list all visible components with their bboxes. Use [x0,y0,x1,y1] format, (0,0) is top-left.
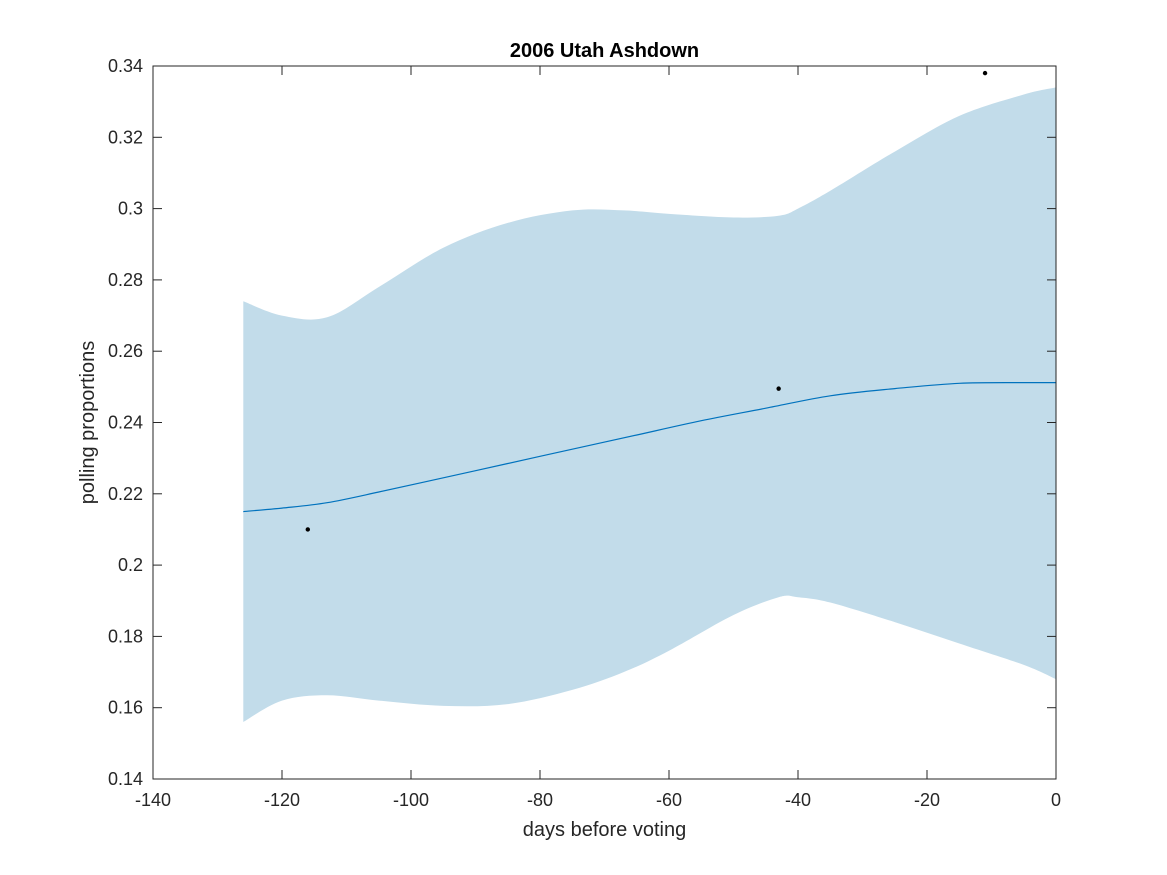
fit-line-0 [243,381,1057,513]
x-tick-label: -20 [914,790,940,810]
y-tick-label: 0.14 [108,769,143,789]
y-tick-label: 0.3 [118,199,143,219]
x-tick-label: -80 [527,790,553,810]
data-points-layer [305,70,988,532]
y-axis-label: polling proportions [77,341,99,504]
y-tick-label: 0.28 [108,270,143,290]
x-tick-label: -100 [393,790,429,810]
x-tick-label: -120 [264,790,300,810]
chart-title: 2006 Utah Ashdown [510,40,699,62]
y-tick-label: 0.18 [108,626,143,646]
y-tick-label: 0.2 [118,555,143,575]
fit-line-layer [243,381,1057,513]
data-point [305,527,310,532]
data-point [776,386,781,391]
y-tick-label: 0.34 [108,56,143,76]
data-point [982,70,988,76]
y-tick-label: 0.24 [108,413,143,433]
ticks-layer: -140 -120 -100 -80 -60 -40 -20 0 0.14 0.16 0.18 0.2… [108,56,1061,810]
x-tick-label: -140 [135,790,171,810]
y-tick-label: 0.16 [108,698,143,718]
confidence-band-layer [243,87,1057,722]
x-tick-label: -40 [785,790,811,810]
y-tick-label: 0.32 [108,127,143,147]
confidence-band [243,87,1057,722]
x-tick-label: -60 [656,790,682,810]
x-tick-label: 0 [1051,790,1061,810]
y-tick-label: 0.22 [108,484,143,504]
x-axis-label: days before voting [523,819,686,841]
y-tick-label: 0.26 [108,341,143,361]
